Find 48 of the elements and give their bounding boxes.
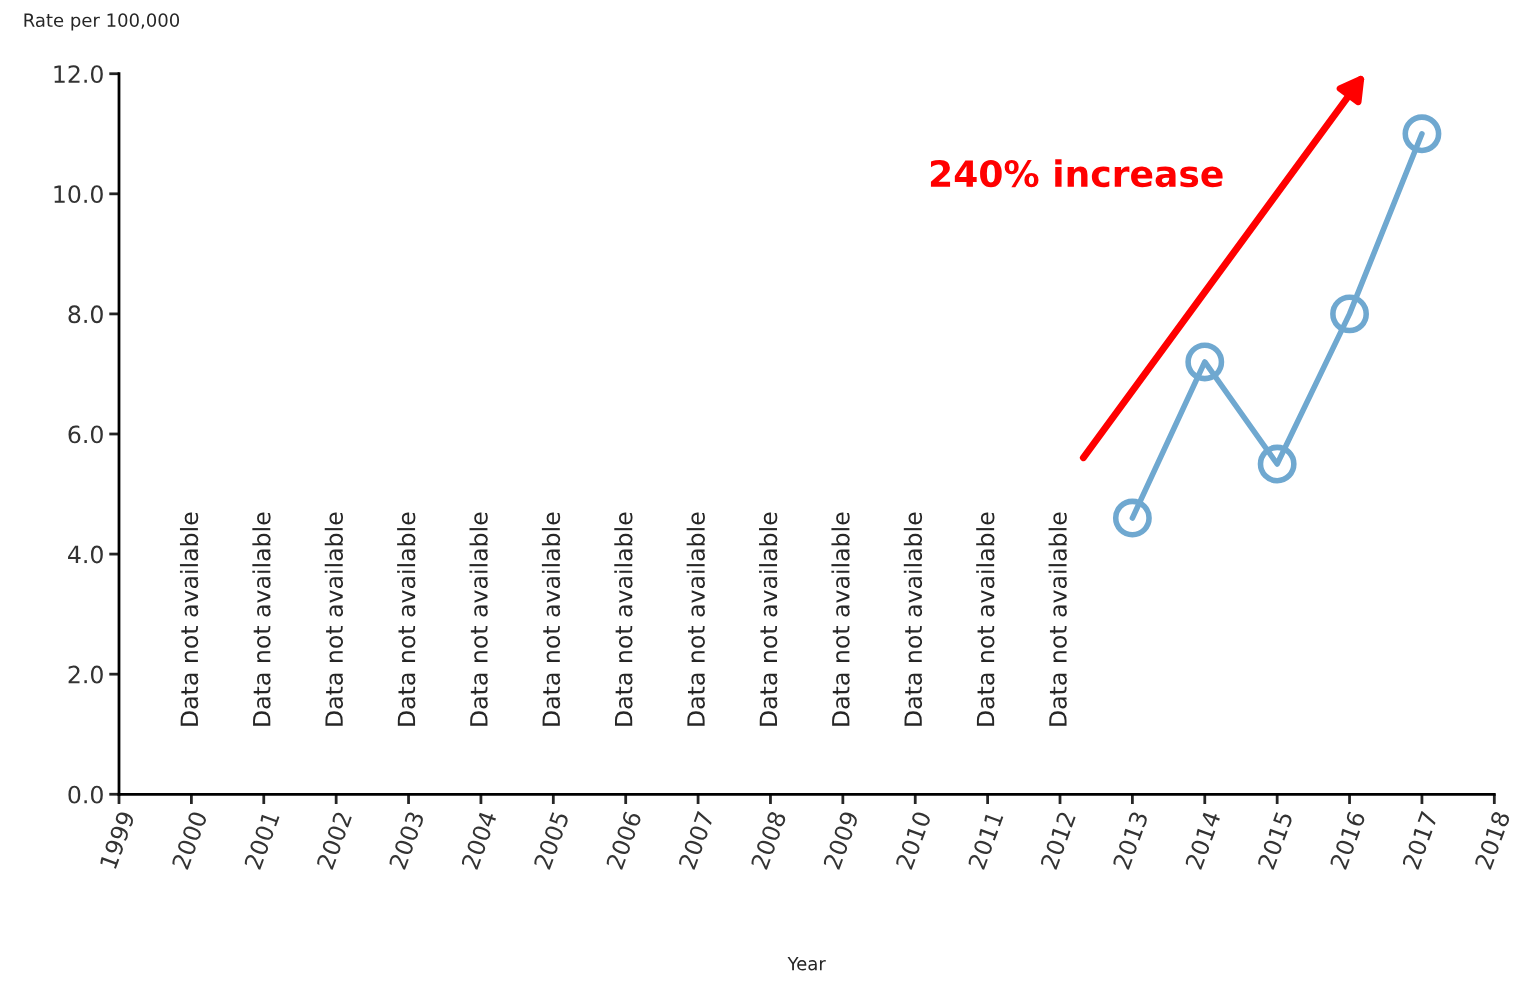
y-tick-label: 12.0 <box>54 65 103 84</box>
point <box>1185 342 1225 382</box>
x-tick-label: 2004 <box>460 810 498 870</box>
x-tick-label: 2013 <box>1112 810 1149 870</box>
annotation: Data not available <box>759 512 778 726</box>
annotation: 240% increase <box>930 159 1223 188</box>
annotation: Data not available <box>541 512 561 726</box>
x-tick-label: 2015 <box>1257 810 1294 870</box>
annotation: Data not available <box>397 512 416 726</box>
point <box>1112 498 1152 538</box>
x-tick-label: 2001 <box>243 811 280 870</box>
y-tick-label: 4.0 <box>68 545 103 564</box>
x-tick-label: 2014 <box>1184 810 1222 870</box>
x-tick-label: 2006 <box>605 810 642 870</box>
x-axis-title: Year <box>787 957 826 971</box>
x-tick-label: 2003 <box>388 810 425 870</box>
x-tick-label: 2017 <box>1401 810 1438 870</box>
y-tick-label: 0.0 <box>68 785 103 804</box>
x-tick-label: 2012 <box>1039 811 1076 870</box>
x-tick-label: 1999 <box>99 810 136 870</box>
y-tick-label: 6.0 <box>68 425 103 444</box>
x-tick-label: 2007 <box>678 810 715 870</box>
annotation: Data not available <box>686 512 705 726</box>
annotation: Data not available <box>903 512 923 726</box>
annotation: Data not available <box>976 512 995 726</box>
x-tick-label: 2010 <box>895 810 932 870</box>
point <box>1402 114 1442 154</box>
x-tick-label: 2011 <box>967 811 1004 870</box>
annotation: Data not available <box>469 512 488 726</box>
annotation: Data not available <box>252 512 271 726</box>
y-axis-title: Rate per 100,000 <box>24 13 180 31</box>
x-tick-label: 2018 <box>1474 810 1511 870</box>
annotation: Data not available <box>179 512 199 726</box>
annotation: Data not available <box>1048 512 1067 726</box>
annotation: Data not available <box>324 512 344 726</box>
annotation: Data not available <box>614 512 633 726</box>
x-tick-label: 2009 <box>822 810 859 870</box>
x-tick-label: 2002 <box>316 811 353 870</box>
annotation: Data not available <box>831 512 850 726</box>
point <box>1257 444 1297 484</box>
y-tick-label: 2.0 <box>68 665 103 684</box>
x-tick-label: 2016 <box>1329 810 1366 870</box>
y-tick-label: 8.0 <box>68 305 103 324</box>
x-tick-label: 2008 <box>750 810 787 870</box>
y-tick-label: 10.0 <box>54 185 103 204</box>
x-tick-label: 2000 <box>171 810 208 870</box>
x-tick-label: 2005 <box>533 810 570 870</box>
point <box>1330 294 1369 334</box>
